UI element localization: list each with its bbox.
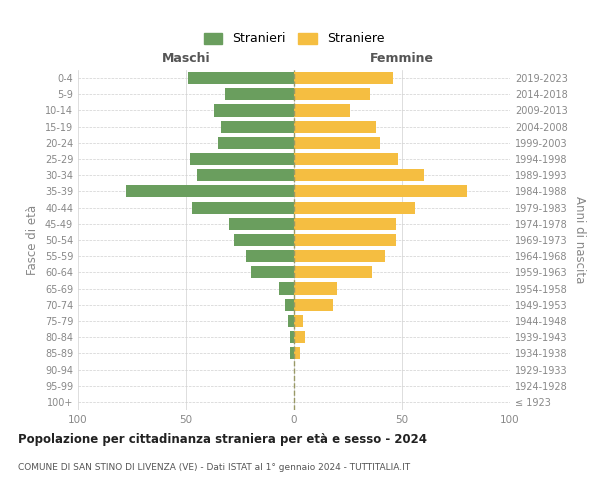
Bar	[294, 72, 394, 84]
Bar	[294, 331, 305, 343]
Bar	[294, 120, 376, 132]
Bar	[294, 266, 372, 278]
Bar	[286, 298, 294, 311]
Bar	[193, 202, 294, 213]
Bar	[233, 234, 294, 246]
Bar	[294, 186, 467, 198]
Legend: Stranieri, Straniere: Stranieri, Straniere	[200, 28, 388, 49]
Bar	[294, 315, 302, 327]
Bar	[197, 169, 294, 181]
Bar	[294, 218, 395, 230]
Bar	[218, 137, 294, 149]
Y-axis label: Anni di nascita: Anni di nascita	[573, 196, 586, 284]
Bar	[294, 153, 398, 165]
Text: Maschi: Maschi	[161, 52, 211, 65]
Bar	[125, 186, 294, 198]
Bar	[294, 348, 301, 360]
Bar	[290, 331, 294, 343]
Bar	[294, 298, 333, 311]
Bar	[294, 137, 380, 149]
Text: Femmine: Femmine	[370, 52, 434, 65]
Bar	[294, 234, 395, 246]
Bar	[214, 104, 294, 117]
Bar	[290, 348, 294, 360]
Bar	[188, 72, 294, 84]
Text: Popolazione per cittadinanza straniera per età e sesso - 2024: Popolazione per cittadinanza straniera p…	[18, 432, 427, 446]
Bar	[225, 88, 294, 101]
Bar	[294, 202, 415, 213]
Bar	[229, 218, 294, 230]
Bar	[190, 153, 294, 165]
Bar	[294, 104, 350, 117]
Bar	[251, 266, 294, 278]
Y-axis label: Fasce di età: Fasce di età	[26, 205, 39, 275]
Bar	[294, 250, 385, 262]
Bar	[294, 169, 424, 181]
Text: COMUNE DI SAN STINO DI LIVENZA (VE) - Dati ISTAT al 1° gennaio 2024 - TUTTITALIA: COMUNE DI SAN STINO DI LIVENZA (VE) - Da…	[18, 462, 410, 471]
Bar	[294, 88, 370, 101]
Bar	[221, 120, 294, 132]
Bar	[279, 282, 294, 294]
Bar	[294, 282, 337, 294]
Bar	[287, 315, 294, 327]
Bar	[247, 250, 294, 262]
